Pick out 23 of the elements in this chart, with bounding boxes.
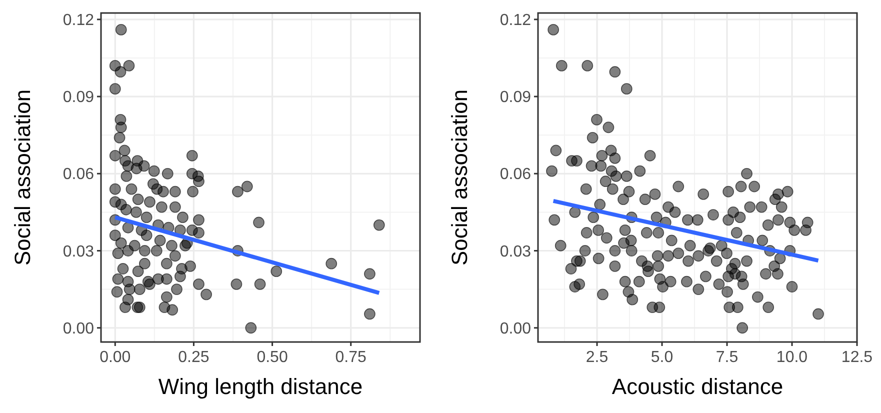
y-tick-label: 0.06: [62, 166, 94, 184]
y-tick-label: 0.09: [500, 89, 532, 106]
x-tick-label: 0.25: [178, 349, 210, 366]
x-axis-title: Acoustic distance: [612, 374, 784, 399]
x-axis-title: Wing length distance: [158, 374, 363, 399]
y-axis-title: Social association: [10, 89, 35, 266]
x-tick-label: 0.00: [100, 349, 131, 366]
x-tick-label: 7.5: [716, 349, 738, 366]
y-tick-label: 0.09: [62, 89, 94, 106]
x-tick-label: 5.0: [650, 349, 674, 366]
x-tick-label: 0.75: [335, 349, 367, 366]
x-tick-label: 12.5: [841, 349, 873, 366]
y-tick-label: 0.00: [500, 320, 532, 338]
x-tick-label: 0.50: [256, 349, 288, 366]
y-tick-label: 0.12: [62, 12, 94, 30]
y-tick-label: 0.03: [500, 243, 532, 260]
x-tick-label: 2.5: [586, 349, 608, 366]
y-tick-label: 0.06: [500, 166, 532, 184]
y-tick-label: 0.00: [62, 320, 94, 338]
x-tick-label: 10.0: [776, 349, 808, 366]
y-tick-label: 0.03: [62, 243, 94, 260]
y-axis-title: Social association: [447, 89, 472, 266]
y-tick-label: 0.12: [500, 12, 532, 30]
